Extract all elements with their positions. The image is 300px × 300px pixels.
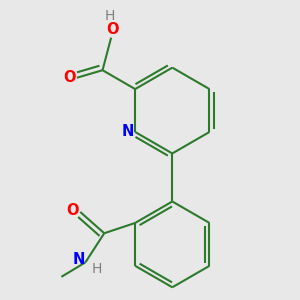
Text: H: H: [104, 9, 115, 23]
Text: O: O: [63, 70, 76, 85]
Text: H: H: [91, 262, 102, 276]
Text: O: O: [106, 22, 119, 37]
Text: N: N: [73, 252, 85, 267]
Text: N: N: [122, 124, 134, 140]
Text: O: O: [66, 203, 79, 218]
